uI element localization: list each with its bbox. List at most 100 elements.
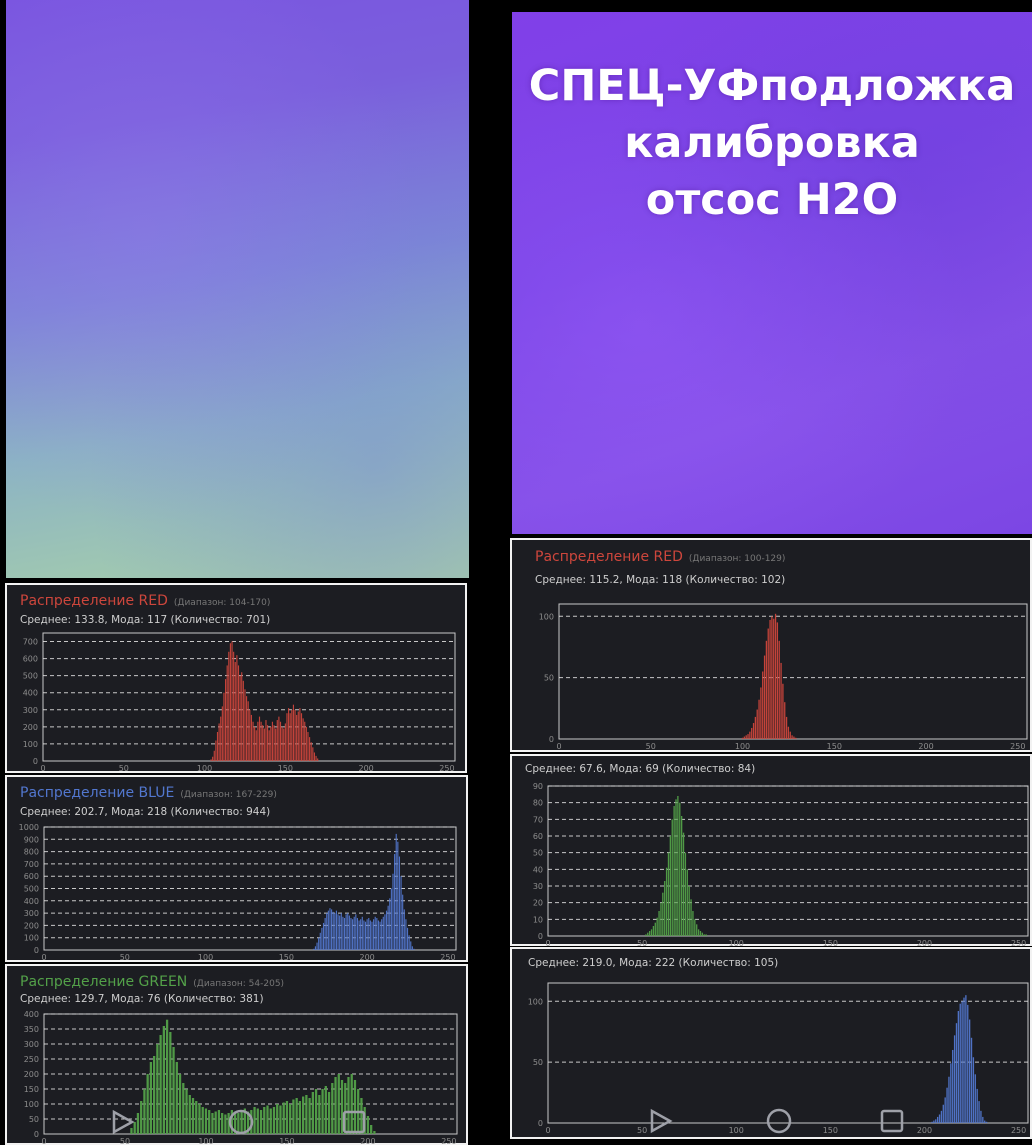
histogram-plot-red-right: 0 50 100 0 50 100 150 200 250: [539, 603, 1028, 751]
histogram-bar: [373, 1131, 376, 1134]
y-tick-label: 0: [538, 932, 543, 941]
histogram-bar: [650, 929, 653, 936]
histogram-bar: [411, 946, 413, 950]
histogram-bar: [776, 622, 779, 739]
histogram-bar: [677, 796, 679, 936]
histogram-bar: [741, 737, 744, 739]
histogram-bar: [780, 662, 782, 739]
histogram-bar: [665, 867, 668, 936]
histogram-bar: [241, 672, 243, 761]
x-tick-label: 200: [358, 764, 373, 773]
histogram-bar: [648, 931, 651, 936]
histogram-bar: [265, 720, 267, 761]
histogram-bar: [262, 725, 264, 761]
histogram-bar: [961, 1001, 963, 1123]
histogram-bar: [976, 1088, 978, 1123]
x-tick-label: 200: [359, 953, 374, 962]
histogram-bar: [188, 1095, 191, 1134]
histogram-bar: [690, 899, 692, 936]
x-tick-label: 200: [917, 939, 932, 948]
histogram-bar: [252, 721, 254, 761]
histogram-bar: [169, 1032, 172, 1134]
histogram-bar: [664, 881, 666, 936]
histogram-bar: [791, 735, 793, 739]
histogram-bar: [749, 731, 751, 739]
histogram-bar: [292, 704, 294, 761]
histogram-bar: [373, 919, 375, 950]
y-tick-label: 60: [533, 832, 543, 841]
histogram-bar: [223, 692, 225, 761]
histogram-bar: [395, 833, 397, 950]
range-label: (Диапазон: 167-229): [180, 790, 277, 800]
histogram-bar: [985, 1121, 988, 1123]
x-tick-label: 150: [278, 764, 293, 773]
histogram-bar: [352, 919, 354, 950]
histogram-bar: [216, 731, 219, 761]
histogram-bar: [298, 1101, 302, 1134]
y-tick-label: 0: [538, 1119, 543, 1128]
histogram-bar: [229, 643, 231, 761]
x-tick-label: 250: [1011, 939, 1026, 948]
x-tick-label: 100: [198, 953, 213, 962]
histogram-bar: [289, 1104, 292, 1134]
histogram-bar: [379, 921, 381, 950]
x-tick-label: 150: [823, 1126, 838, 1135]
histogram-bar: [313, 948, 315, 950]
histogram-bar: [680, 816, 683, 936]
histogram-bar: [654, 922, 656, 936]
histogram-bar: [974, 1074, 976, 1123]
histogram-bar: [350, 1074, 353, 1134]
histogram-bar: [268, 730, 270, 761]
overlay-caption: СПЕЦ-УФподложка калибровка отсос H2O: [512, 58, 1032, 229]
histogram-bar: [337, 914, 339, 950]
histogram-bar: [340, 913, 342, 950]
histogram-bar: [156, 1044, 159, 1134]
y-tick-label: 0: [549, 735, 554, 744]
histogram-plot-green-left: 0 50 100 150 200 250 300 350 400 0 50 100 150 200 250: [24, 1010, 458, 1145]
histogram-bar: [291, 709, 293, 761]
histogram-bar: [224, 1114, 227, 1134]
histogram-bar: [228, 651, 230, 761]
histogram-bar: [327, 1092, 331, 1134]
y-tick-label: 30: [533, 882, 543, 891]
histogram-bar: [696, 924, 698, 936]
histogram-bar: [972, 1057, 975, 1123]
histogram-bar: [366, 919, 368, 950]
histogram-bar: [778, 640, 780, 739]
histogram-bar: [225, 679, 227, 761]
histogram-bar: [381, 919, 383, 950]
back-triangle-icon[interactable]: [650, 1108, 673, 1134]
histogram-bar: [305, 1095, 308, 1134]
sample-photo-left: [6, 0, 469, 578]
home-circle-icon[interactable]: [228, 1109, 254, 1135]
back-triangle-icon[interactable]: [112, 1109, 135, 1135]
recents-square-icon[interactable]: [880, 1109, 904, 1133]
histogram-bar: [195, 1101, 198, 1134]
histogram-bar: [686, 869, 688, 936]
histogram-bar: [688, 886, 690, 936]
histogram-bar: [310, 742, 312, 761]
panel-title-text: Распределение BLUE: [20, 785, 175, 801]
histogram-bar: [751, 727, 753, 739]
x-tick-label: 100: [729, 939, 744, 948]
y-tick-label: 500: [24, 885, 39, 894]
histogram-bar: [699, 931, 702, 936]
histogram-bar: [662, 892, 664, 936]
histogram-bar: [285, 1101, 289, 1134]
y-tick-label: 900: [24, 835, 39, 844]
histogram-bar: [256, 1108, 259, 1134]
x-tick-label: 0: [41, 1137, 46, 1145]
histogram-bar: [275, 728, 277, 761]
y-tick-label: 0: [33, 757, 38, 766]
histogram-bar: [953, 1035, 956, 1123]
y-tick-label: 100: [24, 934, 39, 943]
recents-square-icon[interactable]: [342, 1110, 366, 1134]
histogram-bar: [230, 1110, 234, 1134]
home-circle-icon[interactable]: [766, 1108, 792, 1134]
y-tick-label: 400: [24, 897, 39, 906]
range-label: (Диапазон: 104-170): [173, 598, 271, 608]
plot-frame: [42, 632, 456, 762]
histogram-bar: [319, 932, 321, 950]
histogram-bar: [211, 1113, 214, 1134]
histogram-bar: [315, 755, 317, 761]
